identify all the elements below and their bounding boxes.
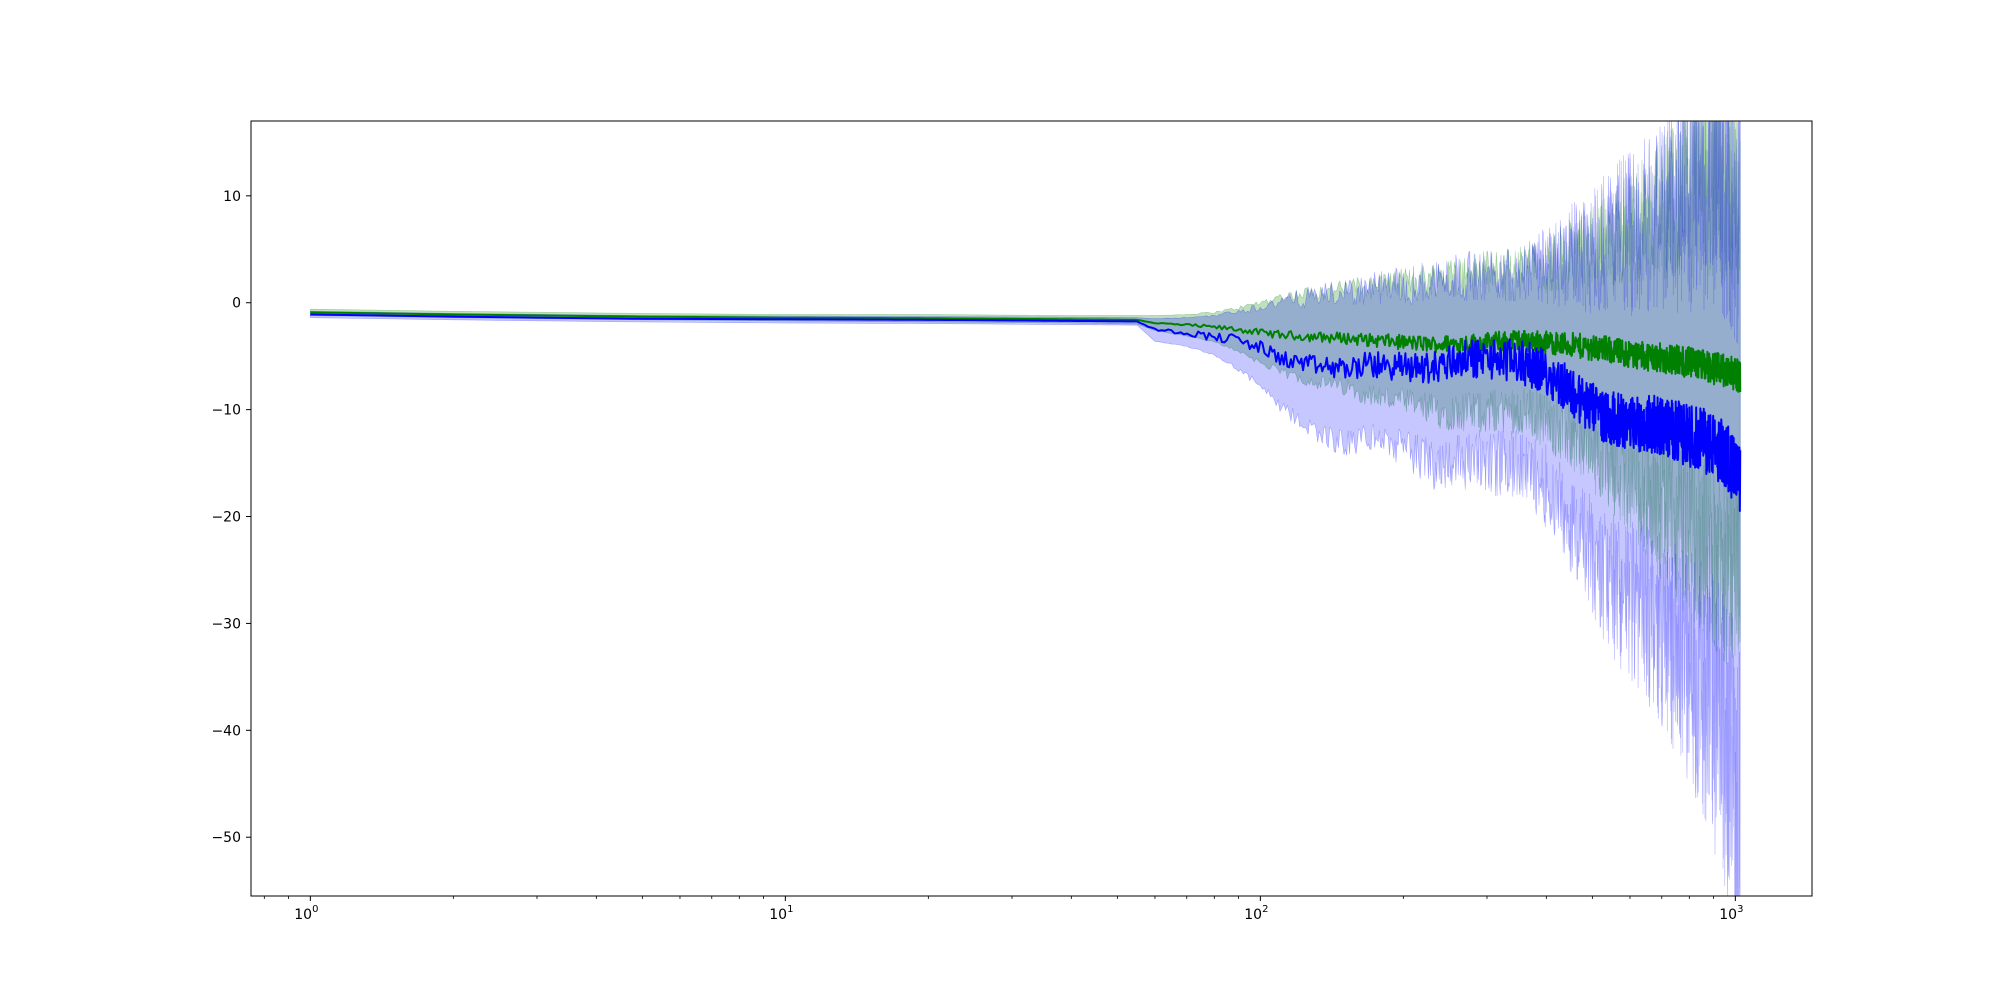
y-tick-label: 10 — [223, 189, 241, 205]
series-lines — [310, 311, 1742, 513]
y-tick-label: −40 — [211, 723, 241, 739]
series-1-band — [310, 121, 1741, 664]
series-1-line — [310, 311, 1742, 393]
y-tick-label: −30 — [211, 616, 241, 632]
confidence-bands — [310, 121, 1741, 896]
y-tick-label: −10 — [211, 403, 241, 419]
y-tick-label: 0 — [232, 296, 241, 312]
y-tick-label: −20 — [211, 510, 241, 526]
y-tick-label: −50 — [211, 830, 241, 846]
series-2-line — [310, 313, 1742, 513]
plot-frame — [250, 120, 1813, 897]
series-2-band — [310, 121, 1741, 896]
